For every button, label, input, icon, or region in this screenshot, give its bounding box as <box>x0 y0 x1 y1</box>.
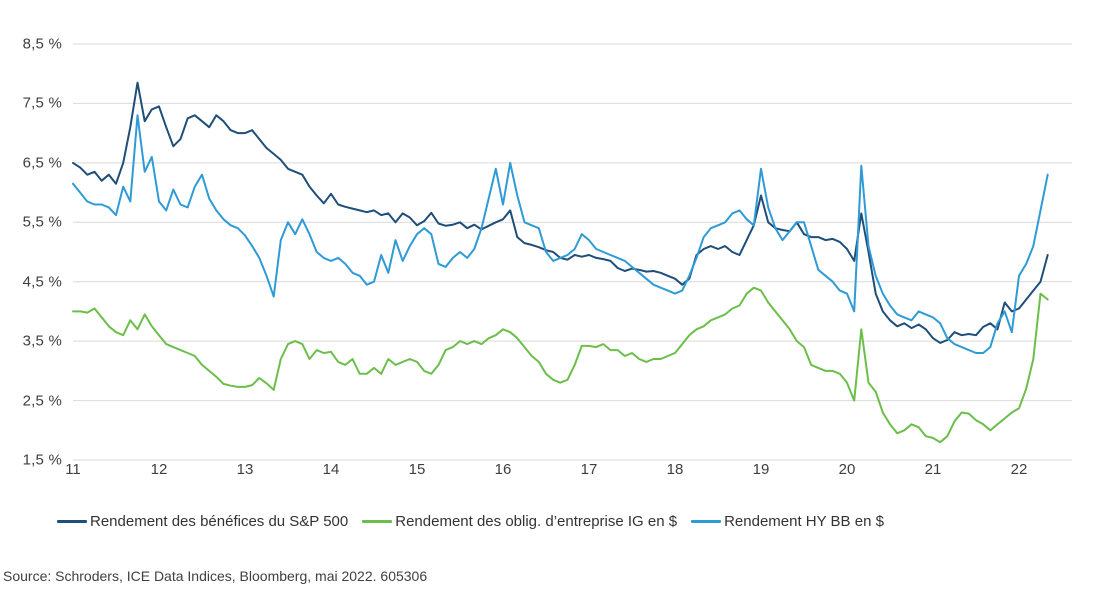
y-axis-label: 5,5 % <box>22 213 62 231</box>
y-axis-label: 4,5 % <box>22 273 62 291</box>
legend-item-0: Rendement des bénéfices du S&P 500 <box>57 513 348 530</box>
x-axis-label: 14 <box>322 461 340 478</box>
legend-label: Rendement des oblig. d’entreprise IG en … <box>395 513 678 530</box>
legend: Rendement des bénéfices du S&P 500 Rendem… <box>57 513 884 530</box>
x-axis-label: 11 <box>65 461 81 478</box>
x-axis-label: 22 <box>1010 461 1028 478</box>
y-axis-label: 8,5 % <box>22 35 62 53</box>
x-axis-label: 12 <box>150 461 168 478</box>
legend-item-1: Rendement des oblig. d’entreprise IG en … <box>362 513 677 530</box>
legend-swatch-icon <box>362 520 393 523</box>
legend-swatch-icon <box>691 520 722 523</box>
chart-plot <box>72 43 1072 461</box>
x-axis-label: 19 <box>752 461 770 478</box>
legend-label: Rendement HY BB en $ <box>724 513 884 530</box>
x-axis-label: 17 <box>580 461 598 478</box>
legend-swatch-icon <box>57 520 87 523</box>
x-axis-label: 18 <box>666 461 684 478</box>
series-line-2 <box>72 114 1049 354</box>
y-axis-label: 7,5 % <box>22 94 62 112</box>
source-note: Source: Schroders, ICE Data Indices, Blo… <box>3 568 428 584</box>
x-axis-label: 21 <box>924 461 942 478</box>
series-line-1 <box>72 286 1049 444</box>
y-axis-label: 6,5 % <box>22 154 62 172</box>
x-axis-label: 20 <box>838 461 856 478</box>
x-axis-label: 15 <box>408 461 426 478</box>
y-axis-label: 3,5 % <box>22 332 62 350</box>
x-axis-label: 13 <box>236 461 254 478</box>
legend-label: Rendement des bénéfices du S&P 500 <box>90 513 349 530</box>
y-axis-label: 1,5 % <box>22 451 62 469</box>
x-axis-label: 16 <box>494 461 512 478</box>
legend-item-2: Rendement HY BB en $ <box>691 513 884 530</box>
y-axis-label: 2,5 % <box>22 392 62 410</box>
